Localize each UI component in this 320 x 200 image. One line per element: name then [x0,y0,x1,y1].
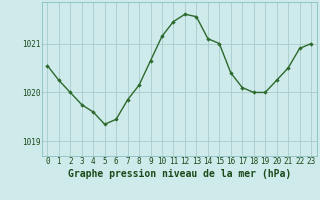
X-axis label: Graphe pression niveau de la mer (hPa): Graphe pression niveau de la mer (hPa) [68,169,291,179]
